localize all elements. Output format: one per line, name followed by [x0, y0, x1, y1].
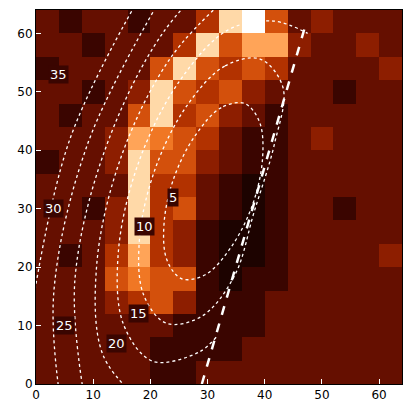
- svg-text:30: 30: [45, 201, 62, 216]
- svg-text:15: 15: [130, 306, 147, 321]
- svg-text:20: 20: [17, 260, 32, 274]
- svg-text:30: 30: [200, 388, 215, 402]
- svg-text:35: 35: [50, 67, 67, 82]
- svg-text:25: 25: [56, 318, 73, 333]
- svg-text:0: 0: [25, 377, 33, 391]
- svg-text:60: 60: [17, 27, 32, 41]
- svg-text:20: 20: [143, 388, 158, 402]
- svg-text:10: 10: [136, 219, 153, 234]
- svg-text:60: 60: [371, 388, 386, 402]
- svg-text:50: 50: [17, 85, 32, 99]
- svg-text:50: 50: [314, 388, 329, 402]
- svg-text:30: 30: [17, 202, 32, 216]
- svg-text:40: 40: [257, 388, 272, 402]
- svg-text:5: 5: [169, 190, 177, 205]
- svg-text:10: 10: [86, 388, 101, 402]
- svg-text:10: 10: [17, 319, 32, 333]
- svg-text:40: 40: [17, 143, 32, 157]
- svg-text:0: 0: [32, 388, 40, 402]
- svg-text:20: 20: [108, 336, 125, 351]
